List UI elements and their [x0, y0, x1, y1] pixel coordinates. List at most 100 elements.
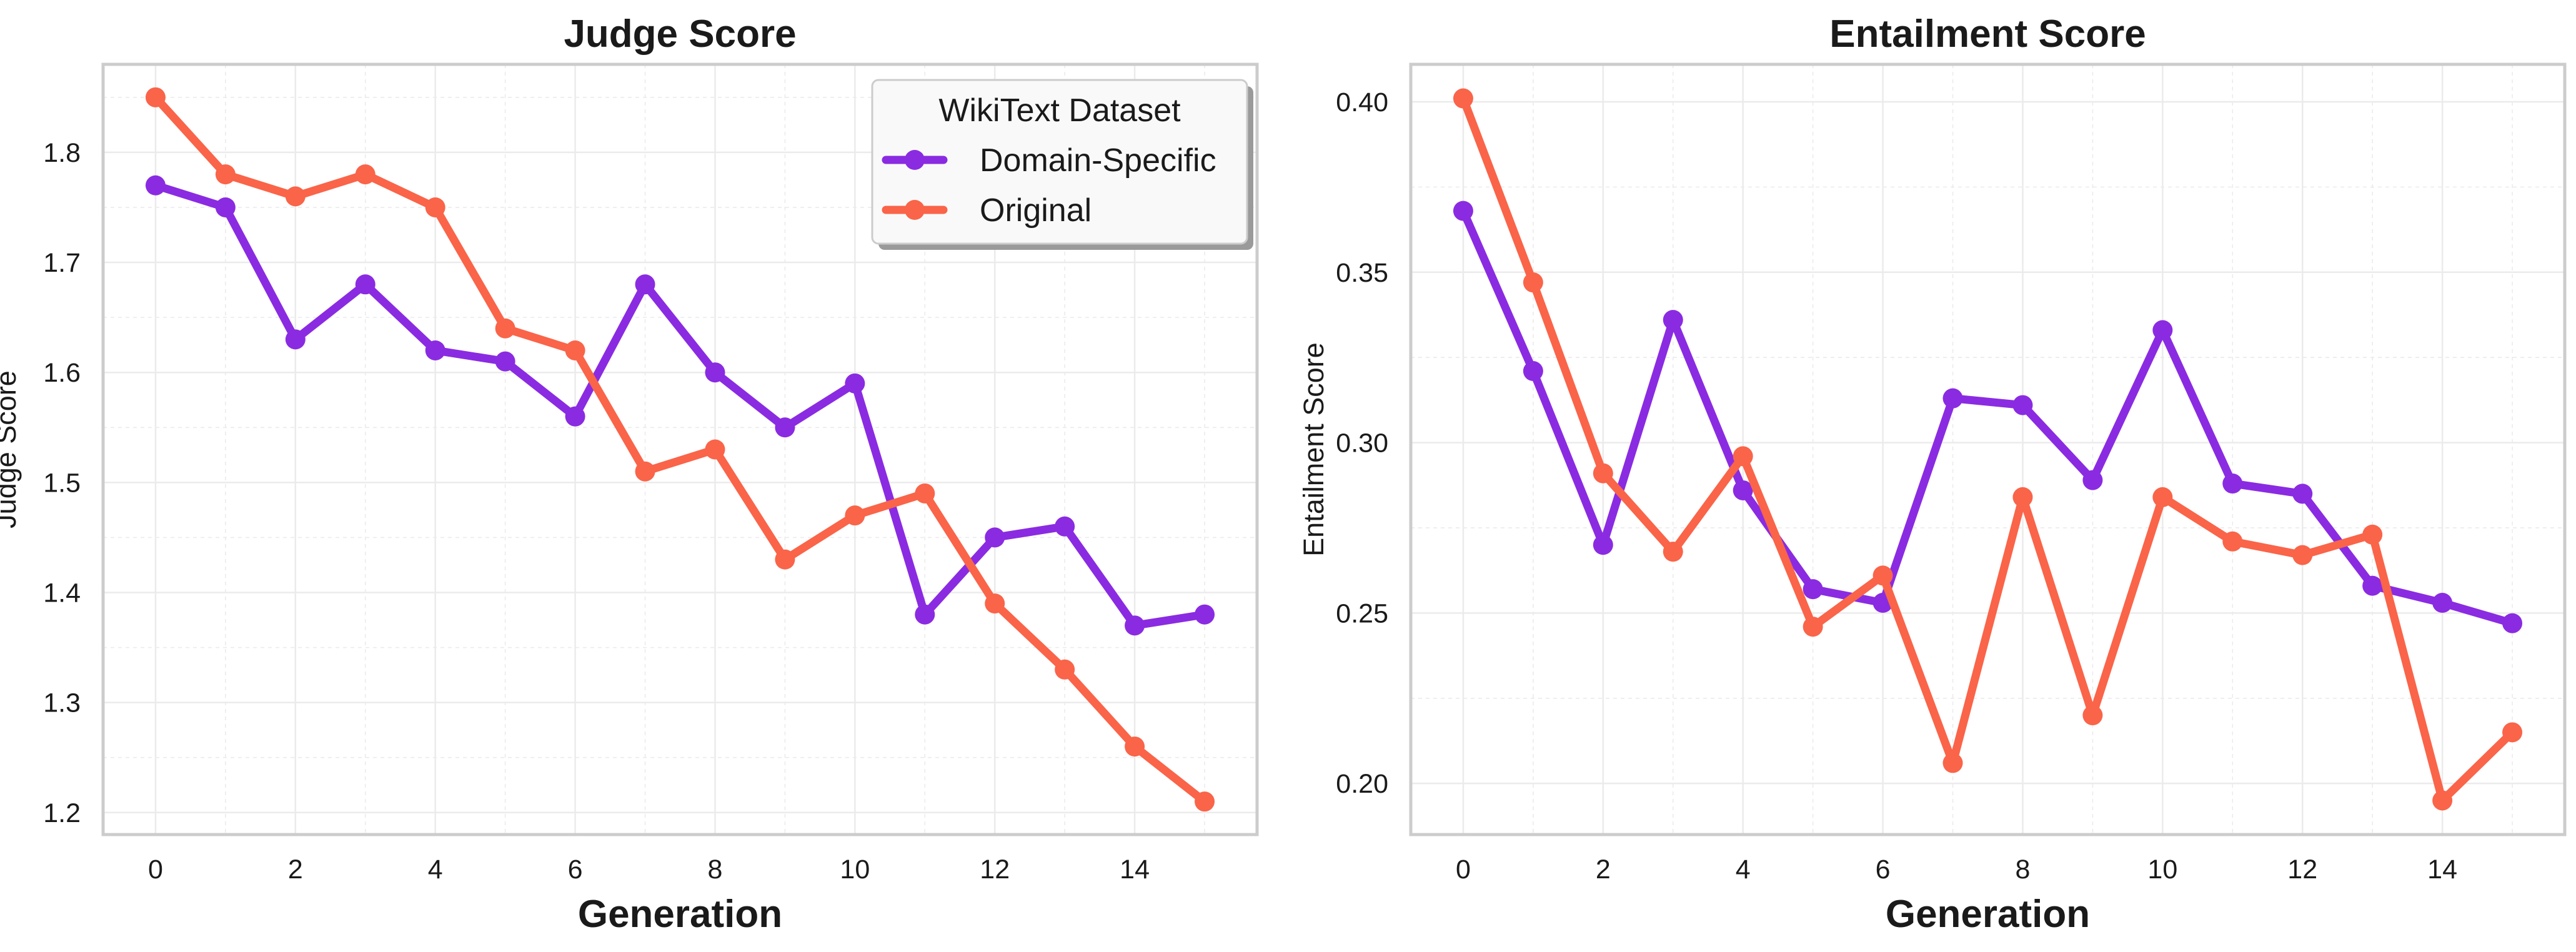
judge-score-y-tick-label: 1.5 [43, 468, 81, 498]
entailment-score-x-tick-label: 0 [1456, 855, 1471, 885]
legend-entry-original: Original [882, 192, 1092, 229]
judge-score-original-point-4 [425, 197, 445, 217]
judge-score-y-ticks: 1.2 1.3 1.4 1.5 1.6 1.7 1.8 [43, 138, 81, 828]
judge-score-y-tick-label: 1.3 [43, 688, 81, 718]
judge-score-domain-specific-point-0 [145, 175, 166, 196]
judge-score-title: Judge Score [564, 12, 796, 56]
entailment-score-plot-area [1411, 64, 2565, 835]
entailment-score-original-point-6 [1872, 565, 1893, 586]
entailment-score-original-line [1459, 94, 2517, 805]
entailment-score-y-tick-label: 0.20 [1336, 769, 1388, 799]
judge-score-y-label: Judge Score [0, 370, 22, 528]
legend-entry-domain-specific: Domain-Specific [882, 142, 1216, 179]
judge-score-y-tick-label: 1.2 [43, 798, 81, 828]
judge-score-original-point-13 [1055, 659, 1075, 680]
entailment-score-original-point-13 [2362, 524, 2383, 545]
entailment-score-domain-specific-point-13 [2362, 575, 2383, 596]
entailment-score-x-tick-label: 10 [2147, 855, 2177, 885]
judge-score-grid [103, 64, 1257, 835]
judge-score-original-point-11 [915, 483, 935, 503]
judge-score-x-tick-label: 0 [148, 855, 163, 885]
judge-score-x-ticks: 0 2 4 6 8 10 12 14 [148, 855, 1150, 885]
judge-score-y-tick-label: 1.7 [43, 248, 81, 278]
entailment-score-original-point-9 [2082, 705, 2103, 726]
judge-score-x-tick-label: 10 [840, 855, 870, 885]
judge-score-domain-specific-point-11 [915, 604, 935, 625]
entailment-score-domain-specific-line [1459, 207, 2517, 628]
entailment-score-y-tick-label: 0.30 [1336, 429, 1388, 459]
legend-original-label: Original [980, 192, 1092, 229]
entailment-score-series-original [1453, 88, 2523, 811]
entailment-score-y-label: Entailment Score [1298, 342, 1330, 557]
entailment-score-original-point-5 [1803, 617, 1823, 637]
judge-score-original-point-15 [1195, 791, 1215, 812]
judge-score-axes-frame [101, 62, 1259, 836]
entailment-score-axes-frame [1409, 62, 2567, 836]
judge-score-domain-specific-point-6 [565, 406, 585, 427]
entailment-score-original-point-10 [2152, 487, 2173, 507]
judge-score-y-tick-label: 1.8 [43, 138, 81, 168]
entailment-score-domain-specific-point-11 [2222, 474, 2243, 494]
judge-score-domain-specific-line [151, 181, 1209, 630]
judge-score-original-point-10 [845, 505, 865, 526]
entailment-score-x-tick-label: 14 [2427, 855, 2457, 885]
legend: WikiText Dataset Domain-Specific Original [871, 79, 1253, 250]
judge-score-x-tick-label: 4 [428, 855, 443, 885]
legend-box [871, 79, 1248, 245]
entailment-score-original-point-2 [1593, 463, 1613, 483]
judge-score-domain-specific-point-13 [1055, 516, 1075, 537]
judge-score-x-tick-label: 14 [1120, 855, 1150, 885]
judge-score-series [145, 87, 1215, 812]
entailment-score-domain-specific-point-3 [1663, 310, 1683, 330]
judge-score-domain-specific-point-14 [1125, 615, 1145, 636]
entailment-score-original-point-1 [1523, 272, 1543, 293]
entailment-score-domain-specific-point-2 [1593, 535, 1613, 555]
entailment-score-domain-specific-point-4 [1733, 480, 1753, 500]
entailment-score-y-tick-label: 0.40 [1336, 87, 1388, 117]
judge-score-domain-specific-point-3 [355, 274, 375, 295]
judge-score-domain-specific-point-5 [495, 351, 515, 372]
judge-score-series-domain-specific [145, 175, 1215, 636]
entailment-score-x-tick-label: 4 [1736, 855, 1751, 885]
judge-score-original-point-12 [985, 593, 1005, 614]
entailment-score-original-point-15 [2502, 722, 2523, 743]
entailment-score-domain-specific-point-10 [2152, 320, 2173, 340]
entailment-score-original-point-14 [2432, 790, 2453, 811]
entailment-score-domain-specific-point-7 [1942, 388, 1963, 409]
judge-score-x-tick-label: 8 [708, 855, 723, 885]
entailment-score-y-tick-label: 0.35 [1336, 258, 1388, 288]
judge-score-x-tick-label: 6 [568, 855, 583, 885]
judge-score-domain-specific-point-1 [215, 197, 236, 217]
entailment-score-original-point-0 [1453, 88, 1473, 109]
judge-score-original-point-7 [635, 461, 655, 482]
entailment-score-x-tick-label: 12 [2287, 855, 2317, 885]
entailment-score-domain-specific-point-12 [2292, 483, 2313, 504]
judge-score-domain-specific-point-12 [985, 527, 1005, 548]
entailment-score-x-tick-label: 6 [1876, 855, 1891, 885]
entailment-score-y-tick-label: 0.25 [1336, 598, 1388, 628]
entailment-score-original-point-3 [1663, 542, 1683, 562]
entailment-score-original-point-12 [2292, 545, 2313, 565]
entailment-score-series [1453, 88, 2523, 811]
legend-domain-specific-marker [905, 150, 925, 170]
judge-score-original-point-14 [1125, 736, 1145, 757]
entailment-score-domain-specific-point-5 [1803, 579, 1823, 600]
judge-score-domain-specific-point-2 [285, 329, 306, 350]
judge-score-x-tick-label: 12 [980, 855, 1010, 885]
entailment-score-original-point-4 [1733, 446, 1753, 467]
judge-score-original-point-5 [495, 318, 515, 339]
judge-score-domain-specific-point-10 [845, 373, 865, 394]
judge-score-y-tick-label: 1.6 [43, 358, 81, 388]
judge-score-original-point-2 [285, 186, 306, 207]
judge-score-y-tick-label: 1.4 [43, 578, 81, 608]
judge-score-domain-specific-point-4 [425, 340, 445, 360]
judge-score-x-label: Generation [578, 893, 782, 936]
legend-domain-specific-label: Domain-Specific [980, 142, 1216, 179]
judge-score-domain-specific-point-7 [635, 274, 655, 295]
entailment-score-domain-specific-point-1 [1523, 361, 1543, 382]
entailment-score-panel: 0 2 4 6 8 10 12 14 0.20 0.25 0.30 0.35 0.40 Entailm… [1298, 12, 2567, 936]
entailment-score-series-domain-specific [1453, 201, 2523, 633]
judge-score-x-tick-label: 2 [288, 855, 303, 885]
